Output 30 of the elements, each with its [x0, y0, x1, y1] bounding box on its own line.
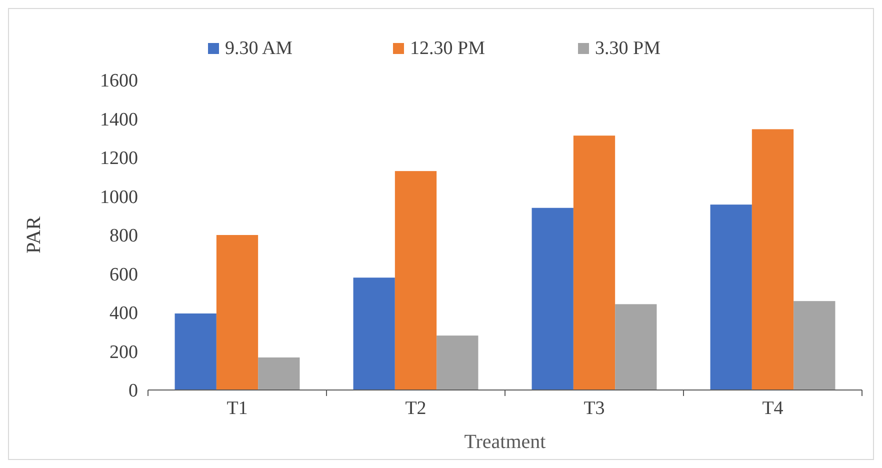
- bar: [258, 357, 300, 390]
- y-tick-label: 1400: [100, 109, 138, 130]
- x-tick-label: T3: [584, 398, 605, 419]
- x-tick-label: T1: [226, 398, 248, 419]
- y-axis-title: PAR: [23, 216, 45, 254]
- bar: [615, 304, 657, 390]
- y-tick-label: 600: [110, 264, 138, 286]
- bar: [532, 208, 574, 390]
- y-tick-label: 400: [110, 303, 138, 324]
- bar: [174, 313, 216, 390]
- bar: [436, 336, 478, 390]
- bar: [794, 301, 836, 390]
- bar: [353, 278, 395, 390]
- y-tick-label: 0: [128, 380, 138, 402]
- x-axis-title: Treatment: [464, 431, 546, 453]
- bar: [573, 136, 616, 390]
- legend-label: 12.30 PM: [410, 38, 486, 59]
- y-tick-label: 1200: [100, 148, 138, 170]
- x-tick-label: T2: [405, 398, 426, 419]
- bar: [752, 129, 794, 390]
- bar: [394, 171, 437, 390]
- y-tick-label: 800: [110, 226, 138, 247]
- y-tick-label: 1000: [100, 186, 138, 208]
- bar: [710, 204, 752, 390]
- y-tick-label: 200: [110, 342, 138, 363]
- x-tick-label: T4: [762, 398, 784, 419]
- bar: [216, 235, 258, 390]
- legend-label: 3.30 PM: [595, 38, 661, 59]
- y-tick-label: 1600: [100, 70, 138, 92]
- legend-label: 9.30 AM: [225, 38, 293, 59]
